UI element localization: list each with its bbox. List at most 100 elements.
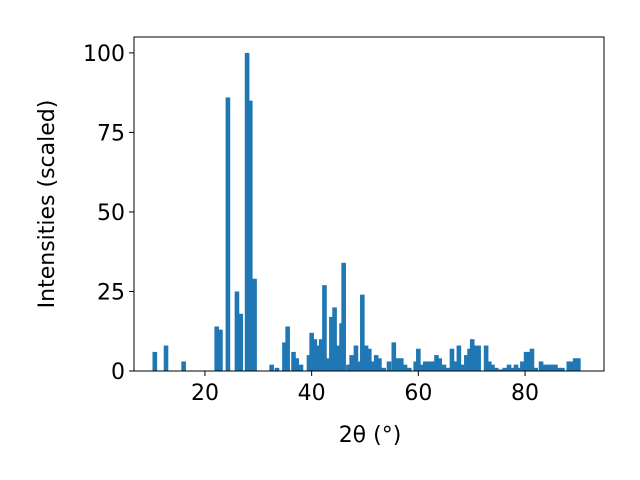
bar xyxy=(513,364,519,371)
bar xyxy=(363,345,369,371)
bar xyxy=(464,355,469,371)
bar xyxy=(419,364,424,371)
x-tick-label: 40 xyxy=(298,381,326,406)
bar xyxy=(312,339,318,371)
bar xyxy=(556,367,562,371)
bar xyxy=(181,361,186,371)
bar xyxy=(538,361,544,371)
bar xyxy=(469,339,475,371)
bar xyxy=(336,345,341,371)
bar xyxy=(152,351,158,371)
bar xyxy=(218,329,223,371)
x-tick-label: 80 xyxy=(511,381,539,406)
bar xyxy=(318,339,324,371)
bar xyxy=(437,358,442,371)
bar xyxy=(306,355,312,371)
bar xyxy=(498,369,504,371)
bar xyxy=(244,52,250,372)
bar xyxy=(214,326,219,371)
bar xyxy=(377,358,382,371)
bar xyxy=(467,348,472,371)
bar xyxy=(509,367,515,371)
bar xyxy=(360,294,365,371)
bar xyxy=(569,361,575,371)
bar xyxy=(269,364,274,371)
bar xyxy=(282,342,287,371)
bar xyxy=(381,367,386,371)
y-tick-label: 50 xyxy=(97,201,125,226)
bar xyxy=(506,364,512,371)
plot-frame xyxy=(133,36,605,372)
bar xyxy=(533,367,539,371)
bar xyxy=(452,361,457,371)
bar xyxy=(294,358,300,371)
bar xyxy=(553,364,558,371)
bar xyxy=(416,348,421,371)
bar xyxy=(472,345,478,371)
bar xyxy=(274,367,280,371)
x-axis-label: 2θ (°) xyxy=(339,423,402,448)
bar xyxy=(502,367,508,371)
bar xyxy=(422,361,428,371)
bar xyxy=(366,348,372,371)
bar xyxy=(373,355,379,371)
bar xyxy=(225,97,231,371)
bar xyxy=(483,345,489,371)
bar xyxy=(252,278,257,371)
y-axis-label: Intensities (scaled) xyxy=(35,100,60,309)
bar xyxy=(238,313,243,371)
bar xyxy=(234,291,240,371)
bar xyxy=(456,345,462,371)
y-tick-label: 100 xyxy=(83,42,125,67)
y-tick-label: 25 xyxy=(97,280,125,305)
x-tick-label: 20 xyxy=(191,381,219,406)
bar xyxy=(413,361,418,371)
bar xyxy=(493,367,499,371)
bar xyxy=(520,361,525,371)
bar xyxy=(341,262,346,371)
bar xyxy=(546,364,551,371)
bar xyxy=(429,361,435,371)
bar xyxy=(426,361,432,371)
bar xyxy=(291,351,296,371)
bar xyxy=(572,358,578,371)
bar xyxy=(349,355,354,371)
bar xyxy=(369,361,375,371)
bar xyxy=(322,285,327,371)
bar xyxy=(445,367,450,371)
bar xyxy=(549,364,555,371)
bar xyxy=(449,348,455,371)
y-tick-label: 0 xyxy=(111,360,125,385)
bar xyxy=(398,358,404,371)
bar xyxy=(298,364,304,371)
bar xyxy=(247,100,253,371)
bar xyxy=(441,364,447,371)
bar xyxy=(394,358,400,371)
bar xyxy=(356,361,361,371)
bar xyxy=(541,364,547,371)
bar xyxy=(487,361,492,371)
bar xyxy=(346,364,351,371)
bar xyxy=(315,345,321,371)
bar xyxy=(391,342,397,371)
bar xyxy=(434,355,439,371)
bar xyxy=(459,364,465,371)
bar xyxy=(576,358,581,371)
bar xyxy=(386,361,392,371)
bar xyxy=(285,326,290,371)
bar xyxy=(517,367,523,371)
bar xyxy=(560,367,565,371)
bar xyxy=(163,345,169,371)
y-tick-label: 75 xyxy=(97,121,125,146)
bar xyxy=(329,316,334,371)
bar xyxy=(332,307,337,371)
bar xyxy=(476,345,481,371)
bar xyxy=(523,351,529,371)
bar xyxy=(490,364,495,371)
bar xyxy=(527,351,532,371)
bar xyxy=(353,345,359,371)
bar xyxy=(402,364,408,371)
bar xyxy=(406,367,412,371)
bar xyxy=(529,348,535,371)
